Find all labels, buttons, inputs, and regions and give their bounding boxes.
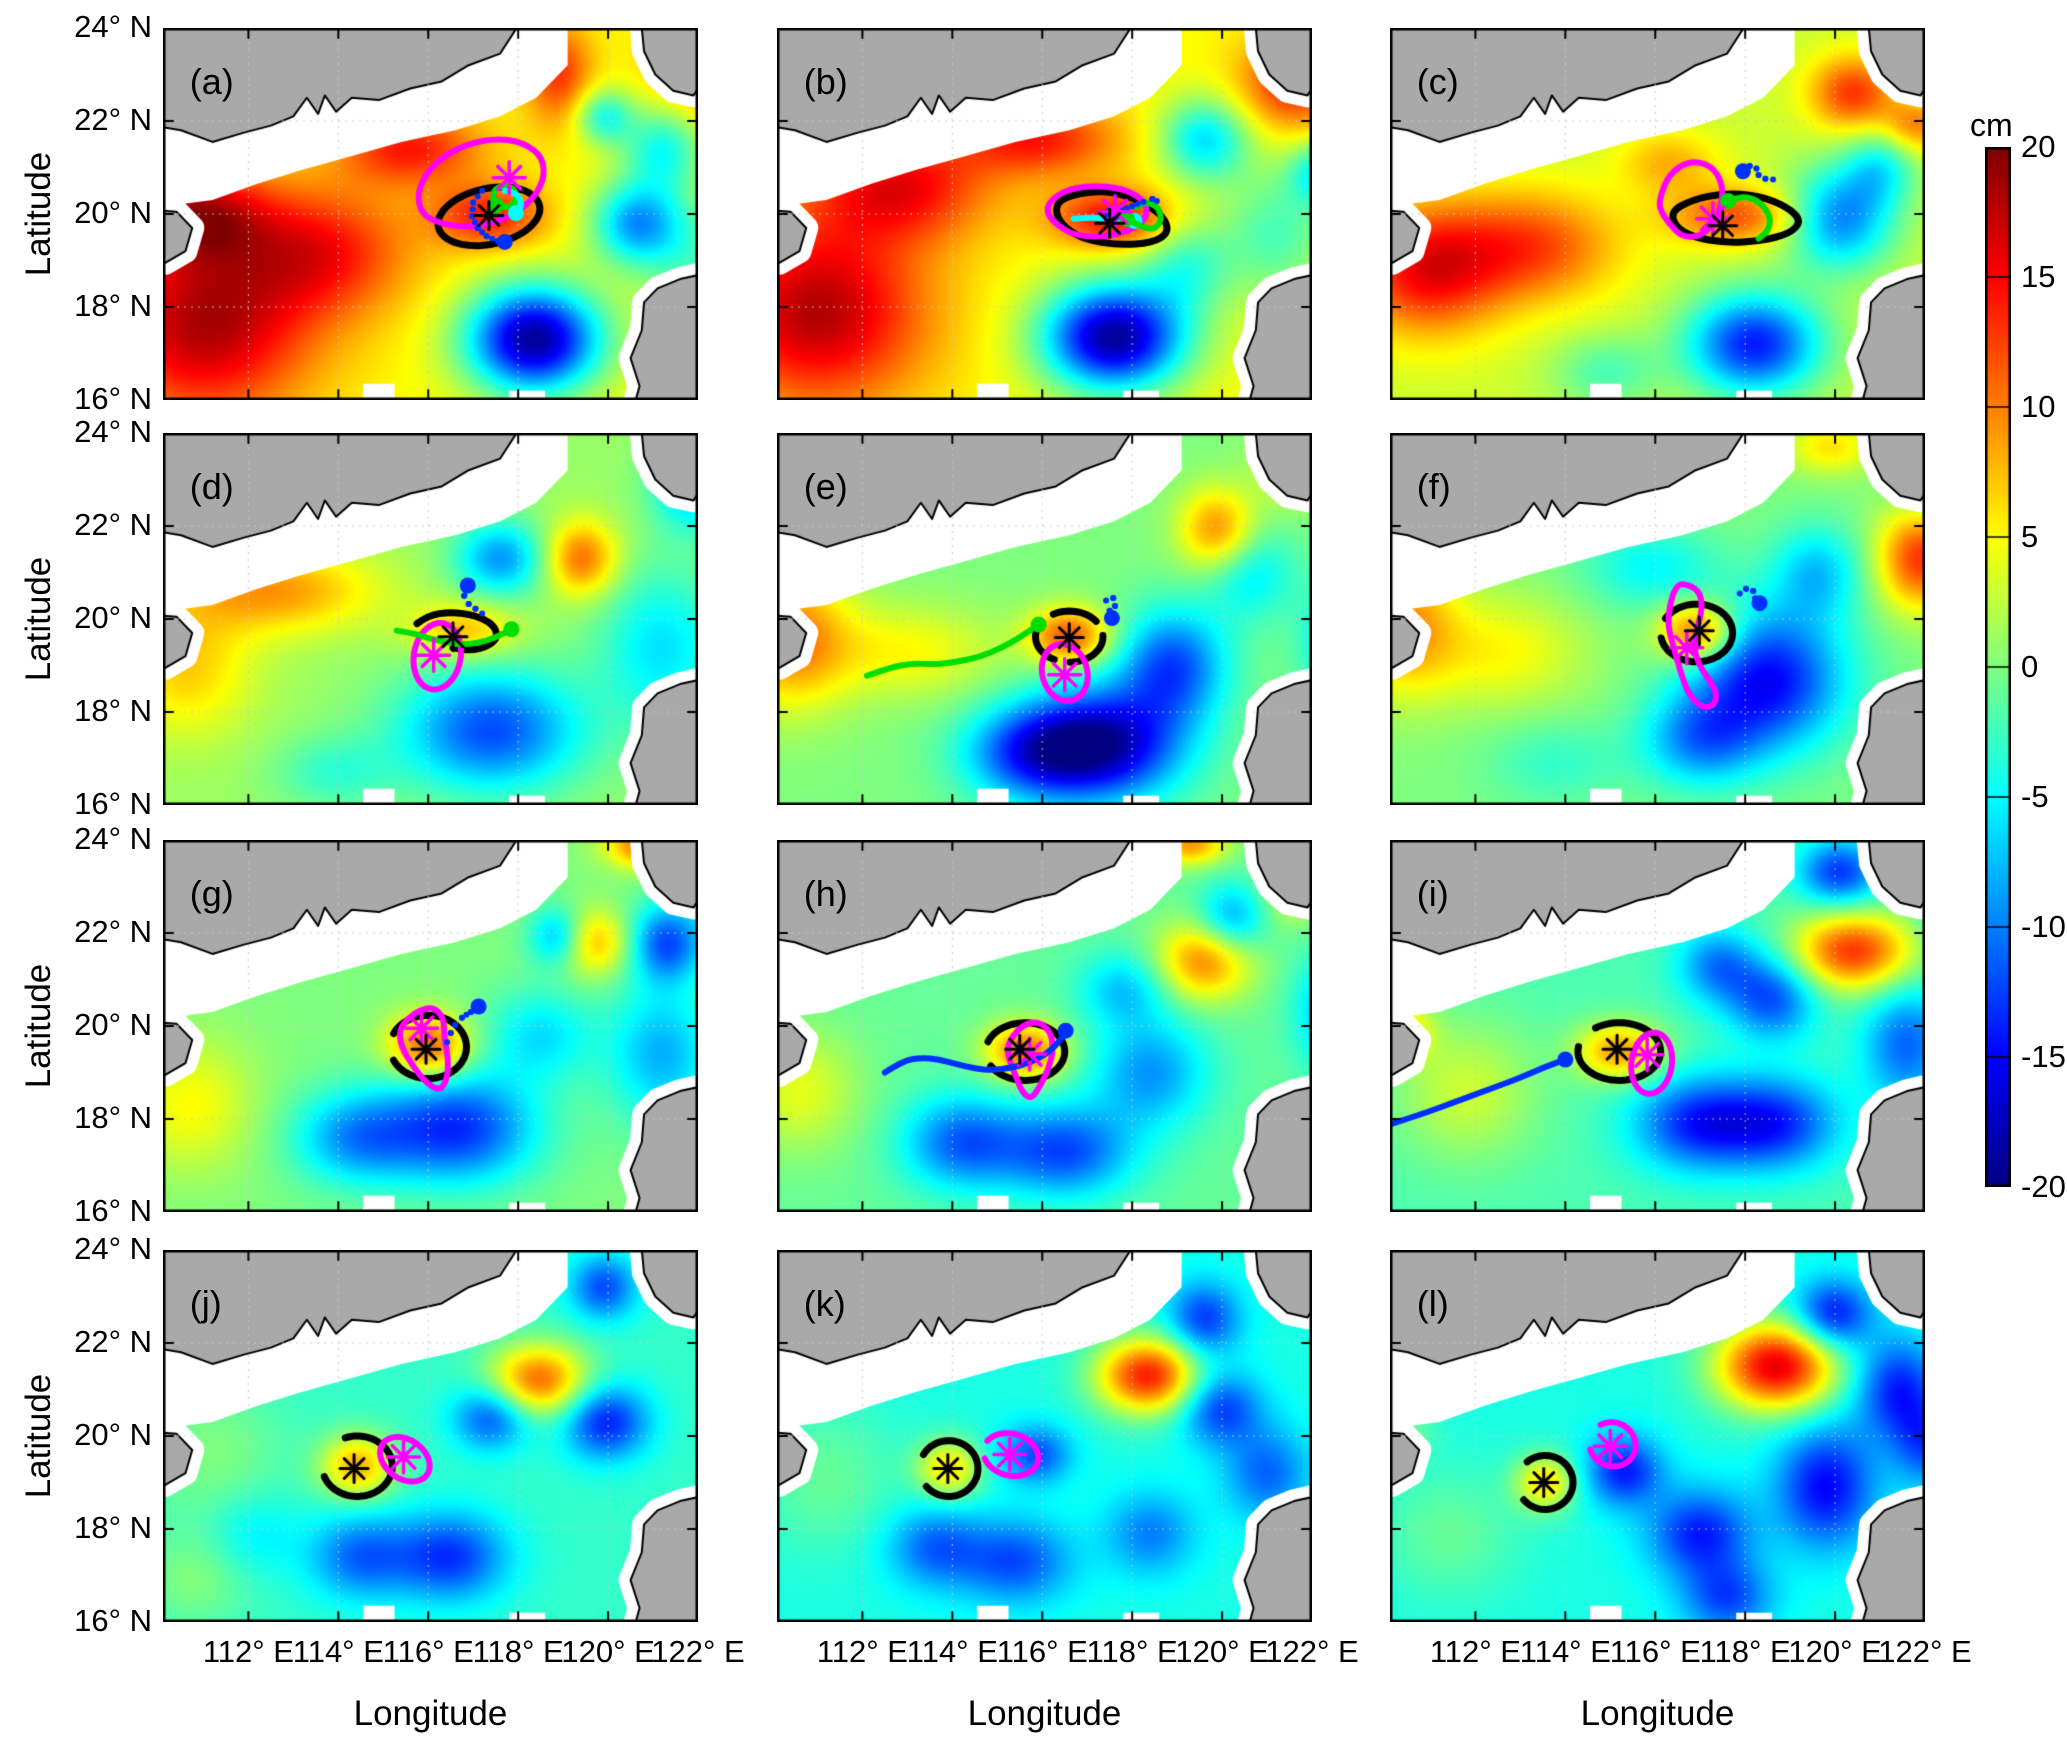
y-tick-label: 24° N	[74, 1231, 152, 1266]
map-panel-i: (i)	[1390, 840, 1925, 1212]
x-tick-label: 114° E	[906, 1634, 998, 1669]
panel-label: (a)	[189, 61, 234, 103]
map-panel-f: (f)	[1390, 433, 1925, 805]
y-axis-title: Latitude	[19, 1373, 58, 1499]
map-canvas-g	[163, 840, 698, 1212]
y-axis-title: Latitude	[19, 963, 58, 1089]
map-panel-j: (j)	[163, 1250, 698, 1622]
y-tick-label: 22° N	[74, 102, 152, 137]
y-tick-label: 16° N	[74, 381, 152, 416]
x-tick-label: 118° E	[1086, 1634, 1178, 1669]
x-tick-label: 114° E	[292, 1634, 384, 1669]
map-canvas-c	[1390, 28, 1925, 400]
x-axis-title: Longitude	[353, 1694, 508, 1733]
map-canvas-f	[1390, 433, 1925, 805]
x-tick-label: 112° E	[1429, 1634, 1521, 1669]
y-tick-label: 16° N	[74, 1193, 152, 1228]
map-canvas-k	[777, 1250, 1312, 1622]
map-canvas-i	[1390, 840, 1925, 1212]
map-panel-b: (b)	[777, 28, 1312, 400]
y-tick-label: 18° N	[74, 288, 152, 323]
map-canvas-l	[1390, 1250, 1925, 1622]
panel-label: (l)	[1416, 1283, 1449, 1325]
colorbar-tick-label: 0	[2021, 649, 2039, 684]
panel-label: (g)	[189, 873, 234, 915]
colorbar-tick-label: -5	[2021, 779, 2049, 814]
colorbar-tick-label: 15	[2021, 259, 2056, 294]
x-tick-label: 120° E	[1175, 1634, 1269, 1669]
y-tick-label: 18° N	[74, 1510, 152, 1545]
map-canvas-d	[163, 433, 698, 805]
y-tick-label: 24° N	[74, 414, 152, 449]
x-tick-label: 112° E	[816, 1634, 908, 1669]
panel-label: (k)	[803, 1283, 846, 1325]
x-tick-label: 116° E	[996, 1634, 1088, 1669]
x-tick-label: 114° E	[1519, 1634, 1611, 1669]
x-tick-label: 116° E	[382, 1634, 474, 1669]
x-tick-label: 118° E	[1699, 1634, 1791, 1669]
map-panel-e: (e)	[777, 433, 1312, 805]
map-canvas-e	[777, 433, 1312, 805]
map-panel-g: (g)	[163, 840, 698, 1212]
colorbar-tick-label: -15	[2021, 1039, 2066, 1074]
y-tick-label: 20° N	[74, 1007, 152, 1042]
y-tick-label: 22° N	[74, 507, 152, 542]
y-tick-label: 16° N	[74, 1603, 152, 1638]
colorbar-title: cm	[1970, 107, 2013, 143]
y-tick-label: 20° N	[74, 195, 152, 230]
panel-label: (d)	[189, 466, 234, 508]
map-panel-d: (d)	[163, 433, 698, 805]
colorbar-tick-label: -10	[2021, 909, 2066, 944]
colorbar-tick-label: 10	[2021, 389, 2056, 424]
map-canvas-j	[163, 1250, 698, 1622]
panel-label: (f)	[1416, 466, 1451, 508]
panel-label: (c)	[1416, 61, 1459, 103]
x-tick-label: 122° E	[1265, 1634, 1359, 1669]
map-panel-l: (l)	[1390, 1250, 1925, 1622]
y-tick-label: 22° N	[74, 1324, 152, 1359]
colorbar	[1985, 147, 2011, 1187]
colorbar-tick-label: -20	[2021, 1169, 2066, 1204]
map-panel-c: (c)	[1390, 28, 1925, 400]
y-tick-label: 16° N	[74, 786, 152, 821]
panel-label: (e)	[803, 466, 848, 508]
y-tick-label: 20° N	[74, 1417, 152, 1452]
y-tick-label: 22° N	[74, 914, 152, 949]
x-tick-label: 120° E	[1788, 1634, 1882, 1669]
y-tick-label: 24° N	[74, 821, 152, 856]
panel-label: (j)	[189, 1283, 222, 1325]
map-panel-a: (a)	[163, 28, 698, 400]
map-panel-h: (h)	[777, 840, 1312, 1212]
colorbar-tick-label: 20	[2021, 129, 2056, 164]
x-axis-title: Longitude	[967, 1694, 1122, 1733]
map-canvas-a	[163, 28, 698, 400]
map-panel-k: (k)	[777, 1250, 1312, 1622]
x-tick-label: 122° E	[1878, 1634, 1972, 1669]
x-axis-title: Longitude	[1580, 1694, 1735, 1733]
colorbar-tick-label: 5	[2021, 519, 2039, 554]
map-canvas-h	[777, 840, 1312, 1212]
map-canvas-b	[777, 28, 1312, 400]
x-tick-label: 122° E	[651, 1634, 745, 1669]
x-tick-label: 116° E	[1609, 1634, 1701, 1669]
panel-label: (i)	[1416, 873, 1449, 915]
x-tick-label: 118° E	[472, 1634, 564, 1669]
y-tick-label: 20° N	[74, 600, 152, 635]
panel-label: (b)	[803, 61, 848, 103]
panel-label: (h)	[803, 873, 848, 915]
x-tick-label: 112° E	[202, 1634, 294, 1669]
y-tick-label: 18° N	[74, 1100, 152, 1135]
y-axis-title: Latitude	[19, 151, 58, 277]
x-tick-label: 120° E	[561, 1634, 655, 1669]
y-axis-title: Latitude	[19, 556, 58, 682]
y-tick-label: 24° N	[74, 9, 152, 44]
y-tick-label: 18° N	[74, 693, 152, 728]
